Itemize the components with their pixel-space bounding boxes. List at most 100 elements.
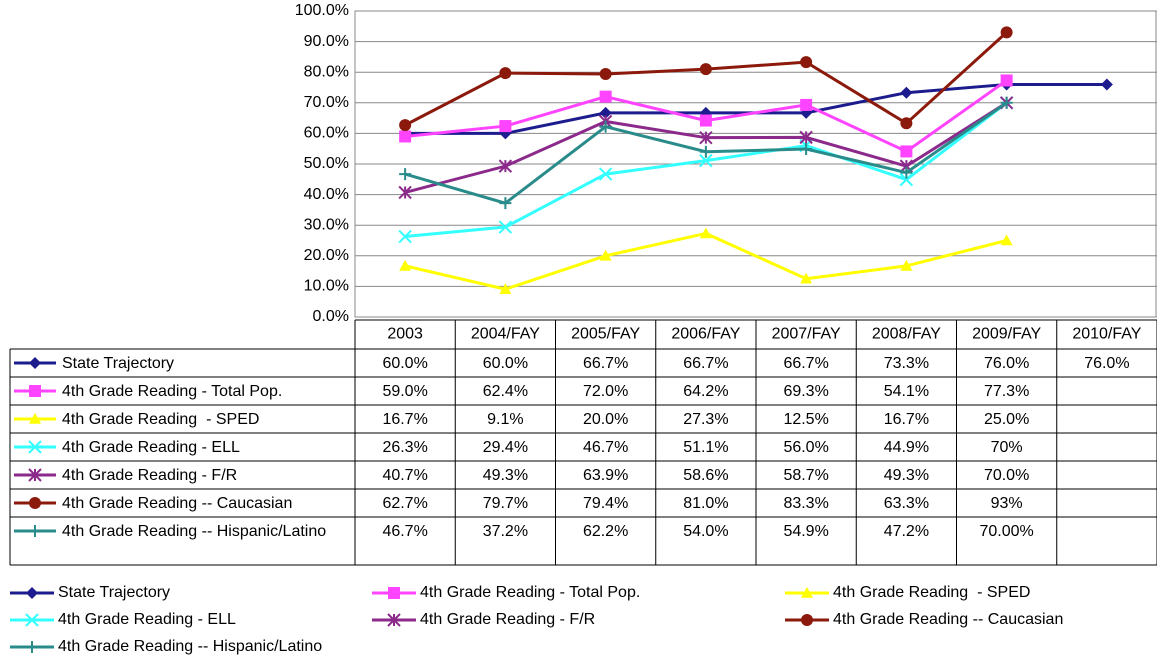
marker-shape	[498, 159, 513, 173]
table-cell: 54.0%	[683, 523, 729, 540]
y-tick-label: 20.0%	[304, 247, 349, 264]
marker	[29, 357, 41, 369]
marker-shape	[599, 68, 612, 81]
x-tick-label: 2007/FAY	[772, 326, 841, 343]
marker	[28, 468, 42, 482]
marker	[699, 63, 712, 76]
marker-shape	[1100, 78, 1113, 91]
marker	[498, 220, 513, 234]
marker	[499, 67, 512, 80]
table-cell: 49.3%	[482, 467, 529, 484]
table-row-label: 4th Grade Reading -- Hispanic/Latino	[62, 523, 327, 540]
table-cell: 60.0%	[482, 355, 529, 372]
table-cell: 44.9%	[883, 439, 930, 456]
marker	[900, 259, 913, 271]
table-row-label: 4th Grade Reading - F/R	[62, 467, 238, 484]
y-tick-label: 30.0%	[304, 216, 349, 233]
marker-shape	[900, 259, 913, 271]
marker-shape	[498, 220, 513, 234]
marker-shape	[1000, 26, 1013, 39]
marker	[28, 440, 42, 454]
marker	[800, 56, 813, 69]
y-tick-label: 10.0%	[304, 278, 349, 295]
marker-shape	[801, 614, 813, 626]
marker-shape	[399, 259, 412, 271]
y-tick-label: 100.0%	[295, 2, 349, 19]
marker	[900, 86, 913, 99]
marker-shape	[1000, 234, 1013, 246]
marker	[900, 166, 913, 179]
table-cell: 62.2%	[582, 523, 629, 540]
marker	[801, 614, 813, 626]
table-cell: 16.7%	[382, 411, 428, 428]
table-row-label: 4th Grade Reading - Total Pop.	[62, 383, 283, 400]
marker-shape	[26, 641, 38, 653]
marker	[498, 159, 513, 173]
marker-shape	[599, 90, 612, 103]
marker-shape	[1000, 74, 1013, 87]
marker	[900, 117, 913, 130]
marker-shape	[699, 130, 713, 145]
marker	[699, 153, 713, 168]
marker	[26, 641, 38, 653]
marker-shape	[399, 119, 412, 132]
marker-shape	[28, 468, 42, 482]
marker-shape	[499, 127, 512, 140]
marker	[29, 413, 41, 424]
table-cell: 47.2%	[883, 523, 930, 540]
marker	[499, 120, 512, 133]
table-cell: 79.7%	[482, 495, 529, 512]
marker	[599, 249, 612, 261]
marker-shape	[28, 440, 42, 454]
legend-label: 4th Grade Reading - SPED	[833, 584, 1030, 601]
marker-shape	[26, 587, 38, 599]
table-cell: 66.7%	[683, 355, 729, 372]
marker	[1100, 78, 1113, 91]
table-cell: 81.0%	[683, 495, 729, 512]
table-cell: 16.7%	[883, 411, 930, 428]
table-row-label: State Trajectory	[62, 355, 175, 372]
x-tick-label: 2006/FAY	[671, 326, 740, 343]
table-cell: 76.0%	[983, 355, 1030, 372]
table-cell: 58.6%	[683, 467, 729, 484]
marker-shape	[29, 385, 41, 397]
marker	[499, 127, 512, 140]
x-tick-label: 2008/FAY	[872, 326, 941, 343]
table-cell: 73.3%	[883, 355, 930, 372]
x-tick-label: 2009/FAY	[972, 326, 1041, 343]
table-cell: 54.9%	[783, 523, 829, 540]
marker-shape	[598, 167, 613, 181]
marker-shape	[387, 613, 401, 627]
marker-shape	[899, 172, 914, 187]
marker	[499, 197, 512, 210]
table-row-label: 4th Grade Reading - ELL	[62, 439, 240, 456]
marker	[699, 145, 712, 158]
table-cell: 56.0%	[783, 439, 829, 456]
marker-shape	[699, 145, 712, 158]
marker	[599, 106, 612, 119]
marker	[1000, 234, 1013, 246]
marker	[398, 185, 412, 200]
y-tick-label: 80.0%	[304, 63, 349, 80]
table-cell: 54.1%	[883, 383, 930, 400]
marker-shape	[499, 283, 512, 294]
plot-frame	[354, 10, 1157, 318]
marker-shape	[398, 229, 412, 244]
marker-shape	[388, 587, 400, 599]
legend-label: 4th Grade Reading - F/R	[420, 611, 595, 628]
marker	[388, 587, 400, 599]
legend-label: State Trajectory	[58, 584, 170, 601]
table-cell: 46.7%	[582, 439, 629, 456]
table-cell: 9.1%	[487, 411, 524, 428]
marker-shape	[699, 153, 713, 168]
y-tick-label: 40.0%	[304, 186, 349, 203]
table-cell: 59.0%	[382, 383, 428, 400]
marker-shape	[499, 197, 512, 210]
table-cell: 26.3%	[382, 439, 428, 456]
y-tick-label: 70.0%	[304, 94, 349, 111]
marker	[1000, 96, 1013, 109]
marker-shape	[499, 67, 512, 80]
marker	[387, 613, 401, 627]
legend-label: 4th Grade Reading -- Hispanic/Latino	[58, 638, 322, 655]
